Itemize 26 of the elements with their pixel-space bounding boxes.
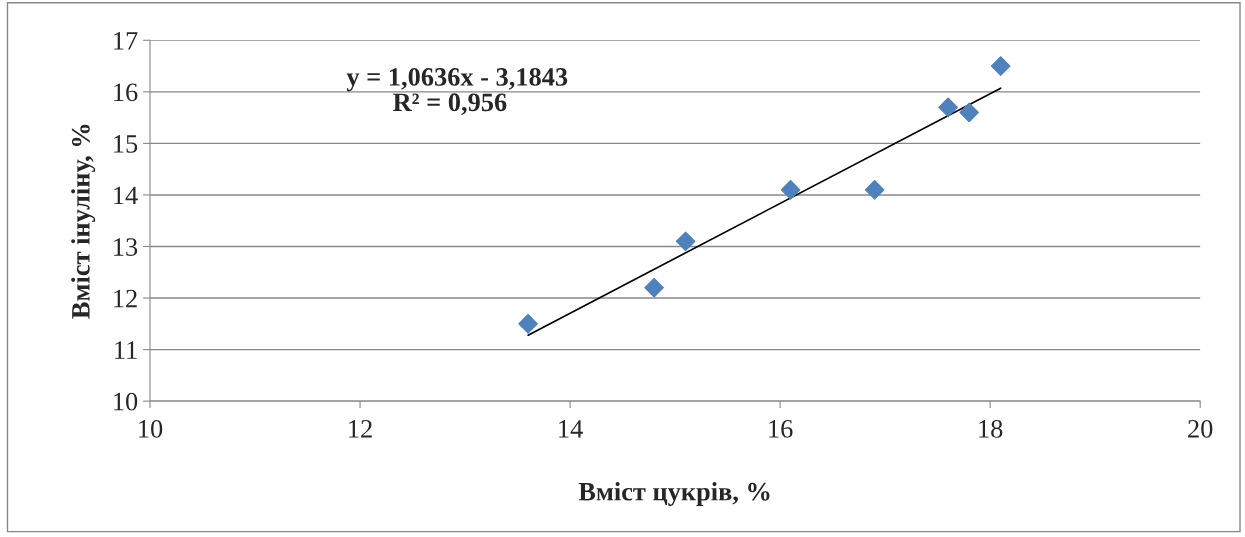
annotation: R² = 0,956 [393,93,507,115]
x-tick-label: 18 [979,419,1003,438]
point [518,313,538,334]
point [864,179,885,200]
y-tick-label: 11 [115,341,137,359]
point [644,277,664,298]
y-tick-label: 16 [114,83,138,102]
x-tick-label: 20 [1188,419,1213,438]
y-tick-label: 12 [114,289,137,308]
annotation: y = 1,0636x - 3,1843 [346,68,568,92]
y-tick-label: 13 [114,238,138,256]
y-tick-label: 15 [114,135,138,153]
x-axis-title: Вміст цукрів, % [578,482,770,507]
x-tick-label: 14 [559,420,583,438]
y-axis-title: Вміст інуліну, % [71,124,96,319]
point [959,102,979,123]
y-tick-label: 14 [114,186,138,205]
point [675,231,696,252]
point [780,179,801,200]
x-tick-label: 16 [769,420,793,438]
x-tick-label: 10 [139,419,163,438]
point [990,56,1011,76]
point [938,97,958,118]
y-tick-label: 10 [114,392,138,411]
y-tick-label: 17 [114,32,138,50]
x-tick-label: 12 [349,420,372,438]
